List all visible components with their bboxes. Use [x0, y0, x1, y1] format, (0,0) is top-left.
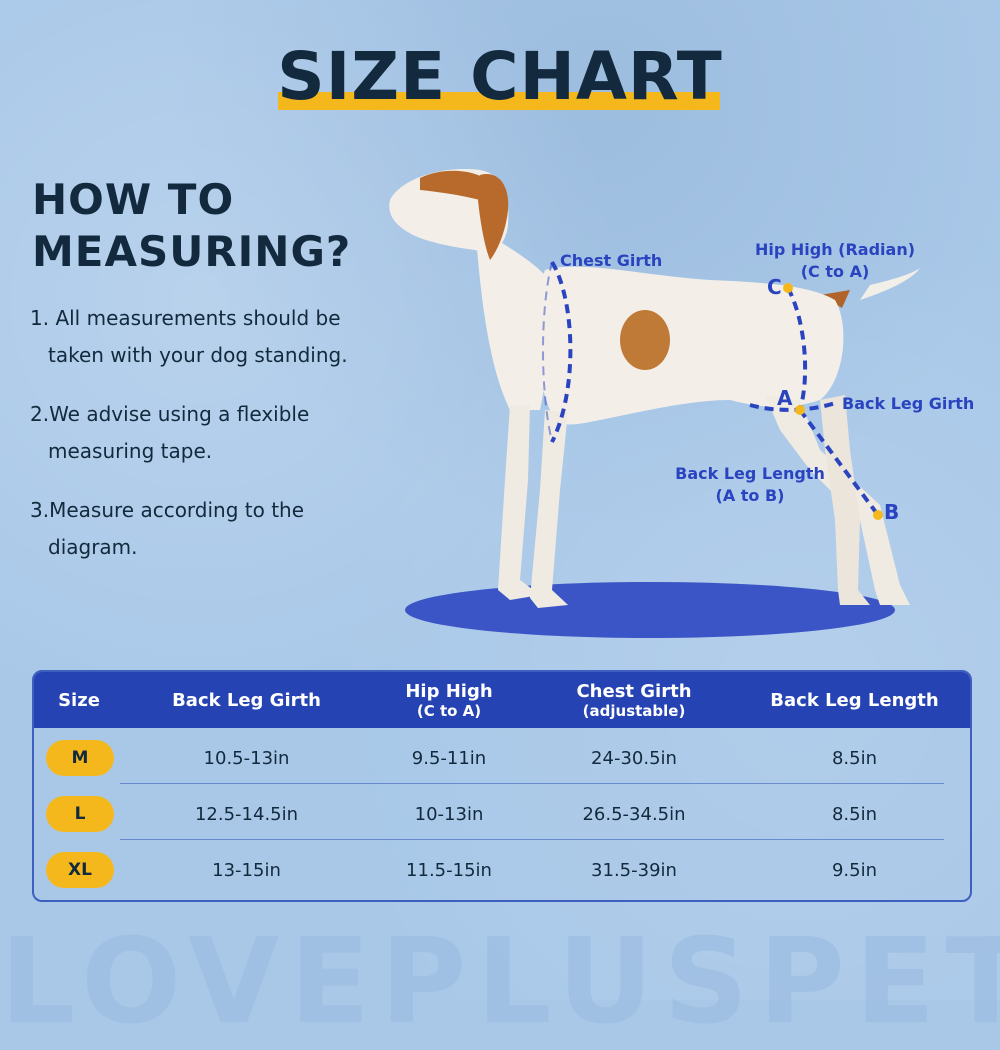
brand-watermark: LOVEPLUSPET: [0, 912, 1000, 1050]
table-row: M 10.5-13in 9.5-11in 24-30.5in 8.5in: [34, 730, 970, 786]
header-chest-girth-label: Chest Girth: [576, 680, 692, 702]
cell-hip-high: 10-13in: [414, 803, 484, 825]
floor-shadow: [405, 582, 895, 638]
point-a-label: A: [777, 386, 793, 410]
page-title: SIZE CHART: [277, 38, 723, 115]
size-table: Size Back Leg Girth Hip High (C to A) Ch…: [32, 670, 972, 902]
point-b-label: B: [884, 500, 900, 524]
size-badge: XL: [46, 852, 114, 888]
hip-high-label-line1: Hip High (Radian): [754, 240, 916, 259]
cell-hip-high: 11.5-15in: [406, 859, 492, 881]
instruction-step: 1. All measurements should be taken with…: [30, 306, 348, 367]
instructions-list: 1. All measurements should be taken with…: [30, 300, 360, 588]
cell-chest-girth: 24-30.5in: [591, 747, 677, 769]
header-back-leg-girth: Back Leg Girth: [172, 689, 321, 711]
cell-back-leg-girth: 12.5-14.5in: [194, 803, 299, 825]
back-leg-girth-label: Back Leg Girth: [842, 394, 975, 413]
table-row: L 12.5-14.5in 10-13in 26.5-34.5in 8.5in: [34, 786, 970, 842]
dog-illustration: [389, 169, 920, 608]
header-chest-girth-sub: (adjustable): [582, 701, 686, 720]
point-c-marker: [783, 283, 793, 293]
size-badge: L: [46, 796, 114, 832]
row-divider: [120, 839, 944, 840]
cell-chest-girth: 26.5-34.5in: [582, 803, 686, 825]
title-underline: [278, 92, 720, 110]
point-c-label: C: [767, 275, 782, 299]
point-b-marker: [873, 510, 883, 520]
back-leg-length-label-line1: Back Leg Length: [675, 464, 825, 483]
hip-high-label: Hip High (Radian) (C to A): [745, 239, 925, 283]
back-leg-girth-line: [749, 400, 839, 412]
size-badge: M: [46, 740, 114, 776]
chest-girth-label: Chest Girth: [560, 251, 663, 270]
instruction-step: 2.We advise using a flexible measuring t…: [30, 402, 310, 463]
hip-high-label-line2: (C to A): [800, 262, 870, 281]
instruction-step: 3.Measure according to the diagram.: [30, 498, 305, 559]
how-to-line1: HOW TO: [32, 175, 235, 224]
chest-girth-line-back: [542, 261, 553, 443]
header-hip-high-label: Hip High: [405, 680, 493, 702]
header-chest-girth: Chest Girth (adjustable): [529, 672, 739, 728]
header-hip-high-sub: (C to A): [416, 701, 482, 720]
header-hip-high: Hip High (C to A): [369, 672, 529, 728]
how-to-heading: HOW TO MEASURING?: [32, 174, 372, 278]
back-leg-length-label: Back Leg Length (A to B): [665, 463, 835, 507]
how-to-line2: MEASURING?: [32, 227, 352, 276]
cell-back-leg-girth: 13-15in: [212, 859, 281, 881]
dog-diagram: [389, 169, 920, 638]
cell-back-leg-length: 9.5in: [831, 859, 878, 881]
cell-hip-high: 9.5-11in: [411, 747, 487, 769]
back-leg-length-label-line2: (A to B): [715, 486, 785, 505]
row-divider: [120, 783, 944, 784]
back-leg-length-line: [798, 408, 880, 517]
header-size: Size: [58, 689, 100, 711]
cell-back-leg-girth: 10.5-13in: [203, 747, 290, 769]
header-back-leg-length: Back Leg Length: [770, 689, 939, 711]
cell-chest-girth: 31.5-39in: [591, 859, 677, 881]
chest-girth-line: [550, 260, 573, 443]
hip-high-line: [786, 287, 808, 411]
cell-back-leg-length: 8.5in: [831, 803, 878, 825]
point-a-marker: [795, 405, 805, 415]
body-spot: [620, 310, 670, 370]
cell-back-leg-length: 8.5in: [831, 747, 878, 769]
table-row: XL 13-15in 11.5-15in 31.5-39in 9.5in: [34, 842, 970, 898]
table-header: Size Back Leg Girth Hip High (C to A) Ch…: [34, 672, 970, 728]
